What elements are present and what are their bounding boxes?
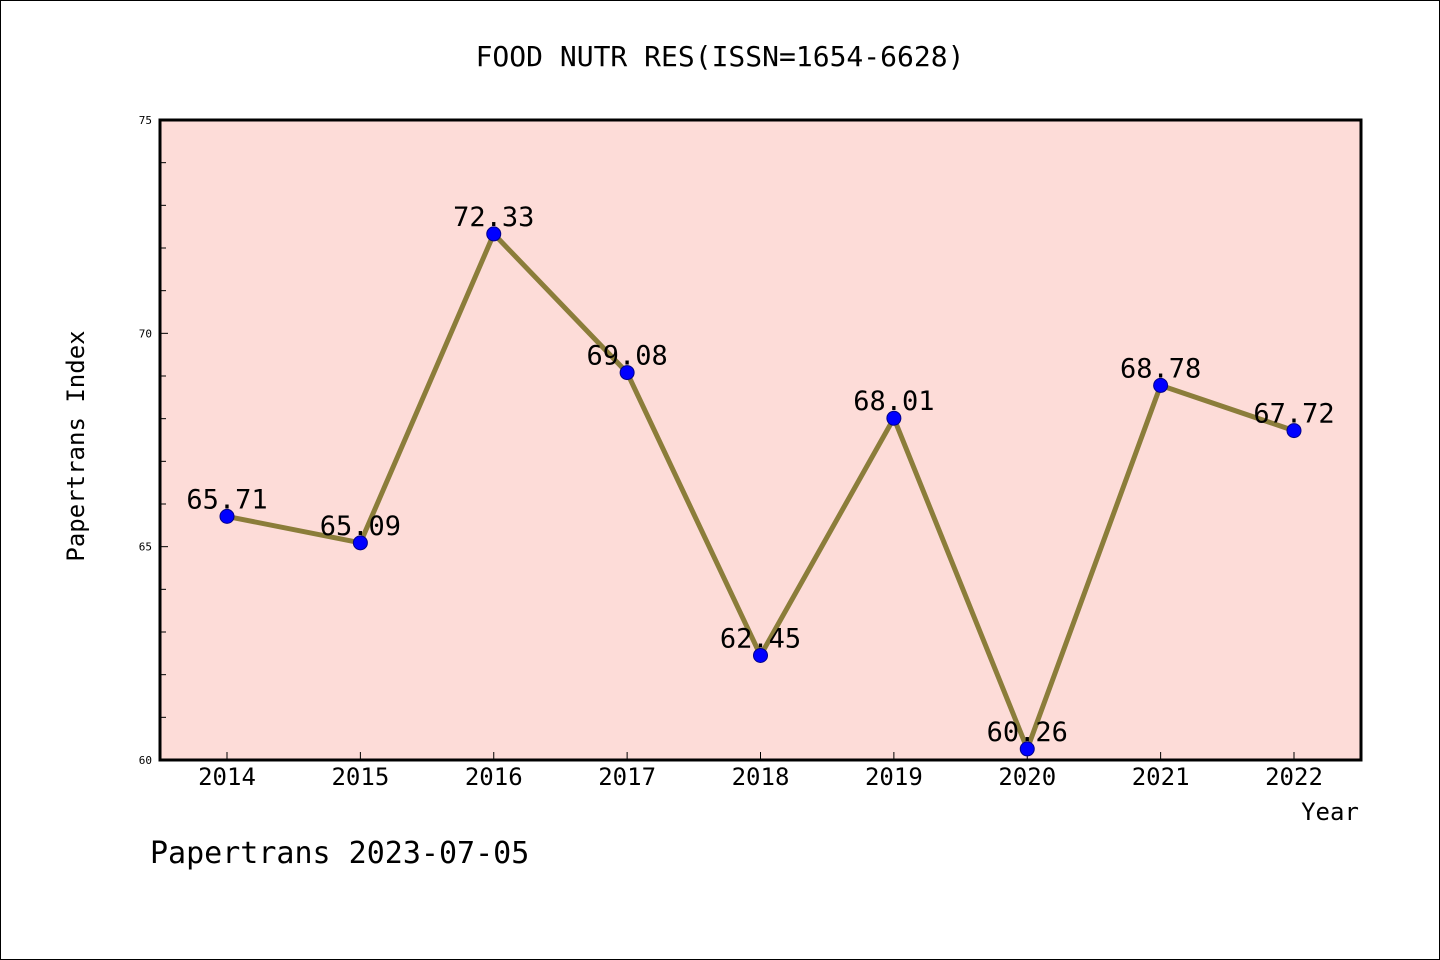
x-tick-label: 2018	[732, 763, 790, 791]
x-axis-label: Year	[1301, 798, 1359, 826]
y-axis: 60 65 70 75	[139, 114, 168, 767]
series-markers	[219, 226, 1302, 757]
data-label: 67.72	[1253, 399, 1334, 430]
x-axis: 2014 2015 2016 2017 2018 2019 2020 2021 2022	[198, 752, 1323, 791]
footer-note: Papertrans 2023-07-05	[150, 836, 529, 871]
data-label: 72.33	[453, 202, 534, 233]
data-point	[753, 647, 768, 663]
y-tick-label: 70	[139, 327, 152, 340]
data-point	[619, 365, 635, 381]
data-label: 68.78	[1120, 353, 1201, 384]
data-labels: 65.71 65.09 72.33 69.08 62.45 68.01 60.26 68.78…	[186, 202, 1334, 748]
data-point	[352, 535, 368, 551]
x-tick-label: 2020	[998, 763, 1056, 791]
data-label: 60.26	[987, 717, 1068, 748]
x-tick-label: 2015	[331, 763, 389, 791]
data-point	[1286, 423, 1302, 439]
data-point	[1019, 741, 1035, 757]
x-tick-label: 2019	[865, 763, 923, 791]
x-tick-label: 2017	[598, 763, 656, 791]
x-tick-label: 2021	[1132, 763, 1190, 791]
data-point	[1153, 377, 1169, 393]
chart-title: FOOD NUTR RES(ISSN=1654-6628)	[476, 40, 965, 73]
y-tick-label: 75	[139, 114, 152, 127]
data-point	[486, 226, 502, 242]
data-label: 62.45	[720, 623, 801, 654]
y-tick-label: 60	[139, 754, 152, 767]
data-label: 68.01	[853, 386, 934, 417]
data-point	[219, 508, 235, 524]
y-tick-label: 65	[139, 541, 152, 554]
data-point	[886, 410, 902, 426]
y-axis-label: Papertrans Index	[62, 330, 90, 561]
data-label: 69.08	[586, 341, 667, 372]
plot-area	[158, 118, 1363, 762]
x-tick-label: 2016	[465, 763, 523, 791]
data-label: 65.71	[186, 484, 267, 515]
data-label: 65.09	[320, 511, 401, 542]
x-tick-label: 2014	[198, 763, 256, 791]
x-tick-label: 2022	[1265, 763, 1323, 791]
